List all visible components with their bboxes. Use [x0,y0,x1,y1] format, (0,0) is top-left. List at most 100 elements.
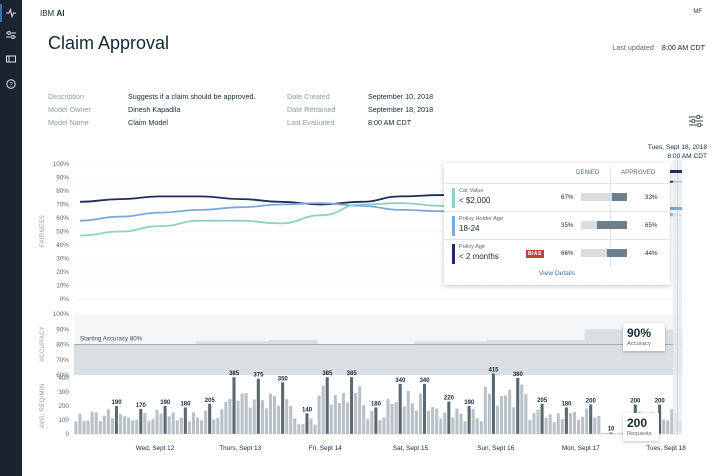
requests-tick-label: 200 [58,403,69,410]
feature-value: < $2,000 [459,196,491,205]
tooltip-row[interactable]: Car Value < $2,000 67% 33% [444,183,670,212]
brand[interactable]: IBM AI [40,9,64,18]
request-bar [114,405,118,434]
user-avatar[interactable]: MF [693,9,702,15]
approved-percent: 33% [645,194,658,201]
feature-name: Car Value [459,188,484,194]
request-bar [658,404,662,434]
request-bar [390,403,394,434]
selected-date-line2: 8:00 AM CDT [667,153,707,160]
view-details-link[interactable]: View Details [538,270,576,277]
accuracy-step [292,339,318,375]
request-bar-label: 205 [537,398,548,404]
request-bar-label: 200 [630,399,641,405]
nav-item-models[interactable] [0,48,22,70]
accuracy-step [560,339,586,375]
request-bar [508,389,512,434]
request-bar [528,419,532,434]
accuracy-value: 90% [627,326,652,340]
request-bar [281,382,285,434]
request-bar-label: 190 [112,400,123,406]
request-bar [167,416,171,434]
last-updated-value: 8:00 AM CDT [661,43,705,52]
request-bar [362,405,366,434]
request-bar [427,410,431,434]
request-bar-label: 340 [395,378,406,384]
meta-keys-left: Description Model Owner Model Name [48,90,91,129]
nav-item-settings[interactable] [0,24,22,46]
accuracy-step [511,339,537,375]
request-bar [414,410,418,434]
meta-key: Description [48,92,84,101]
request-bar [560,419,564,434]
request-bar [350,377,354,434]
request-bar [268,393,273,434]
accuracy-step [317,344,342,375]
fairness-tick-label: 90% [56,175,69,182]
accuracy-step [390,344,415,375]
request-bar [431,407,435,434]
request-bar [666,420,670,434]
tooltip-row[interactable]: Policy Holder Age 18-24 35% 65% [444,211,670,240]
approved-fill [597,221,627,229]
request-bar [455,408,459,434]
tooltip-row[interactable]: Policy Age < 2 months BIAS 66% 44% [444,239,670,268]
request-bar [617,433,621,434]
requests-tick-label: 400 [58,375,69,382]
feature-name: Policy Holder Age [459,216,504,222]
fairness-tick-label: 20% [56,269,69,276]
request-bar [536,409,540,434]
meta-keys-right: Date Created Date Retrained Last Evaluat… [287,90,335,129]
request-bar-label: 385 [322,371,333,377]
request-bar [410,403,414,434]
accuracy-tick-label: 70% [56,357,69,364]
request-bar [106,409,110,434]
request-bar [491,373,495,434]
request-bar-label: 190 [160,400,171,406]
request-bar [110,418,114,434]
request-bar [123,416,127,434]
fairness-tick-label: 30% [56,256,69,263]
accuracy-axis-title: ACCURACY [40,326,46,362]
x-axis-label: Thurs, Sept 13 [219,445,261,452]
nav-item-activity[interactable] [0,2,22,24]
request-bar [463,421,467,434]
fairness-tick-label: 80% [56,188,69,195]
request-bar [82,421,86,434]
request-bar [475,418,479,434]
svg-text:?: ? [9,82,13,88]
request-bar [418,393,422,434]
approved-fill [612,193,627,201]
request-bar [329,404,333,434]
request-bar [548,414,552,434]
requests-value: 200 [627,416,648,430]
request-bar [240,393,244,434]
accuracy-step [244,341,269,375]
request-bar [504,395,508,434]
meta-value: Dinesh Kapadila [128,105,181,114]
fairness-tooltip: DENIED APPROVED Car Value < $2,000 67% 3… [444,163,670,285]
filter-button[interactable] [689,114,703,132]
request-bar [273,395,277,434]
request-bar [593,417,597,434]
request-bar-label: 200 [586,399,597,405]
sliders-icon [6,31,16,39]
request-bar [337,402,341,434]
request-bar [572,411,577,434]
nav-item-help[interactable]: ? [0,73,22,95]
requests-axis-title: AVG. REQ/MIN [40,384,46,429]
request-bar [358,386,362,434]
request-bar-label: 385 [229,371,240,377]
accuracy-tick-label: 90% [56,326,69,333]
request-bar [402,406,406,434]
x-axis-label: Fri, Sept 14 [309,445,342,452]
meta-value: September 10, 2018 [368,92,434,101]
request-bar [212,419,216,434]
requests-callout: 200 Requests [623,413,659,441]
request-bar [605,432,609,434]
approved-header: APPROVED [621,169,656,176]
request-bar [248,407,252,434]
selection-marker-series2 [664,207,682,210]
request-bar [297,424,301,434]
request-bar [520,384,524,434]
